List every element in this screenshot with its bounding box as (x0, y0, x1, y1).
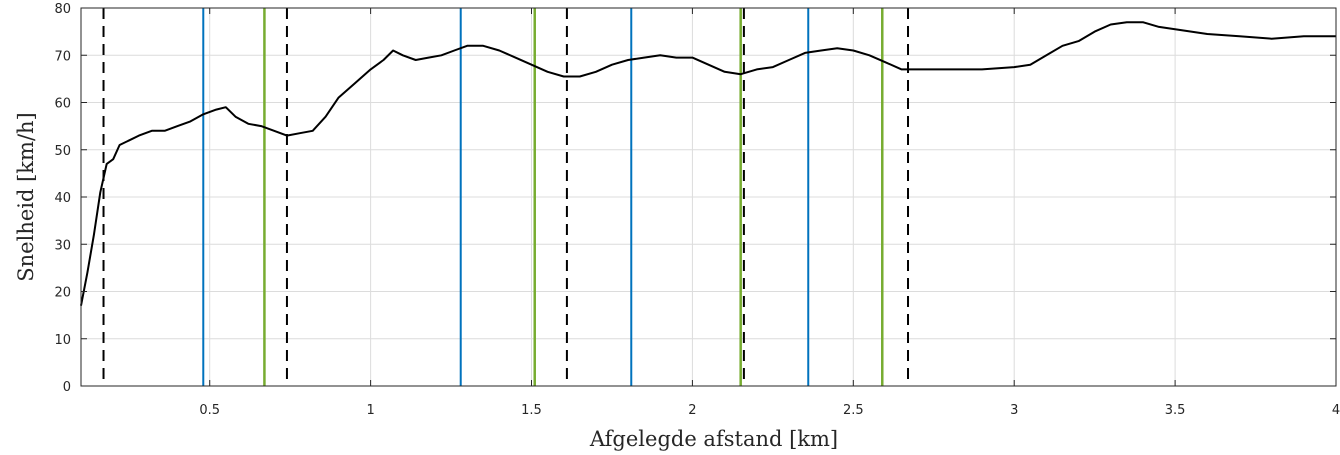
y-tick-label: 80 (54, 2, 71, 17)
x-axis-ticks: 0.5 1 1.5 2 2.5 3 3.5 4 (199, 8, 1340, 418)
y-tick-label: 30 (54, 238, 71, 253)
x-tick-label: 1.5 (521, 403, 542, 418)
y-tick-label: 10 (54, 333, 71, 348)
y-axis-ticks: 0 10 20 30 40 50 60 70 80 (54, 2, 1336, 395)
grid (81, 8, 1336, 386)
x-axis-label: Afgelegde afstand [km] (589, 427, 838, 451)
x-tick-label: 1 (366, 403, 374, 418)
x-tick-label: 2.5 (843, 403, 864, 418)
speed-series-line (80, 21, 1336, 306)
y-tick-label: 70 (54, 49, 71, 64)
y-tick-label: 40 (54, 191, 71, 206)
x-tick-label: 3 (1010, 403, 1018, 418)
event-markers (102, 8, 910, 386)
x-tick-label: 2 (688, 403, 696, 418)
x-tick-label: 4 (1332, 403, 1340, 418)
x-tick-label: 0.5 (199, 403, 220, 418)
y-tick-label: 0 (63, 380, 71, 395)
x-tick-label: 3.5 (1165, 403, 1186, 418)
y-tick-label: 60 (54, 97, 71, 112)
series-layer (80, 21, 1336, 306)
y-tick-label: 20 (54, 286, 71, 301)
y-tick-label: 50 (54, 144, 71, 159)
y-axis-label: Snelheid [km/h] (14, 112, 38, 281)
